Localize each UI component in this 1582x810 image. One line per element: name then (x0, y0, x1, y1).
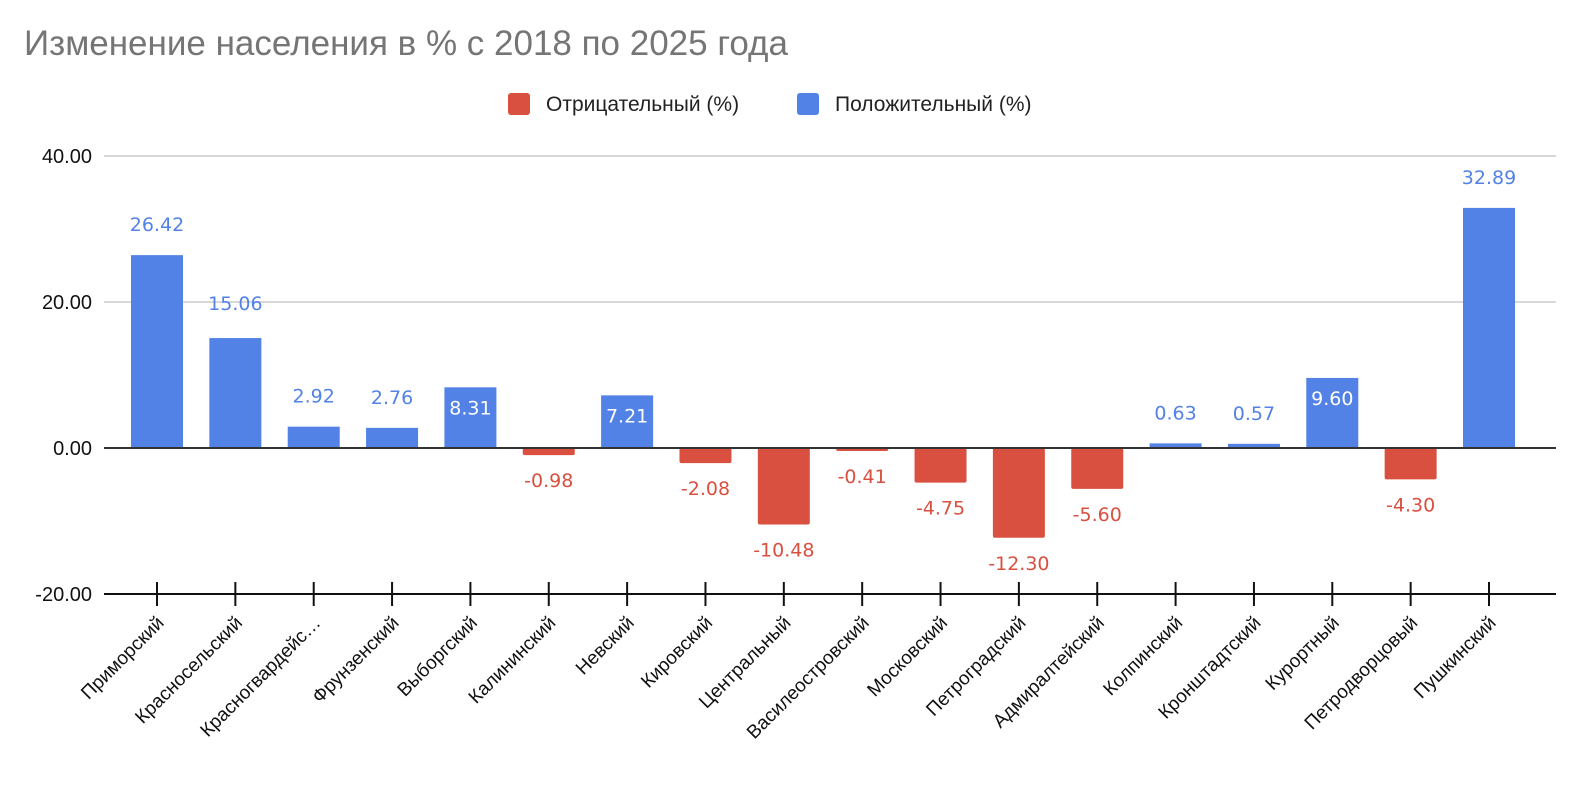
bar (679, 448, 732, 464)
data-label: -4.75 (916, 498, 965, 520)
legend: Отрицательный (%) Положительный (%) (508, 93, 1032, 116)
x-category-label: Выборгский (394, 613, 482, 701)
data-label: -10.48 (753, 540, 814, 562)
x-category-label: Колпинский (1100, 613, 1188, 701)
data-label: 26.42 (130, 214, 184, 236)
data-labels: -0.98 -2.08 -10.48 -0.41 -4.75 -12.30 -5.60 -4.… (130, 167, 1516, 575)
y-tick-label: 40.00 (42, 146, 92, 168)
data-label: 0.57 (1233, 403, 1275, 425)
bar (1306, 377, 1359, 448)
gridlines (104, 155, 1556, 303)
data-label: -0.41 (838, 466, 887, 488)
y-axis: 40.00 20.00 0.00 -20.00 (35, 146, 92, 606)
data-label: -12.30 (988, 553, 1049, 575)
bar (601, 395, 654, 448)
bar (366, 427, 419, 448)
y-tick-label: 20.00 (42, 292, 92, 314)
bar (131, 255, 183, 448)
x-category-label: Пушкинский (1410, 613, 1500, 703)
legend-swatch-positive (797, 93, 819, 115)
bar (444, 387, 497, 448)
data-label: -5.60 (1073, 504, 1122, 526)
bar (1463, 207, 1515, 448)
data-label: 2.76 (371, 387, 413, 409)
data-label: 15.06 (208, 293, 262, 315)
x-category-label: Московский (864, 613, 952, 701)
data-label: 9.60 (1311, 388, 1353, 410)
data-label: 2.92 (293, 386, 335, 408)
data-label: -0.98 (524, 470, 573, 492)
data-label: -4.30 (1386, 494, 1435, 516)
chart-title: Изменение населения в % с 2018 по 2025 г… (24, 24, 788, 63)
bar (287, 426, 340, 448)
x-category-label: Курортный (1262, 613, 1344, 695)
legend-swatch-negative (508, 93, 530, 115)
data-label: 32.89 (1462, 167, 1516, 189)
bars (131, 207, 1515, 538)
bar (209, 338, 262, 448)
y-tick-label: 0.00 (53, 438, 92, 460)
legend-label-positive: Положительный (%) (835, 93, 1032, 116)
x-axis: ПриморскийКрасносельскийКрасногвардейс…Ф… (77, 582, 1556, 743)
bar (914, 448, 967, 483)
bar (992, 448, 1045, 538)
bar (757, 448, 810, 525)
bar (1384, 448, 1437, 480)
y-tick-label: -20.00 (35, 584, 92, 606)
data-label: 7.21 (606, 405, 648, 427)
x-category-label: Невский (572, 613, 639, 680)
legend-label-negative: Отрицательный (%) (546, 93, 739, 116)
bar (1149, 443, 1202, 448)
data-label: 8.31 (449, 397, 491, 419)
bar (522, 448, 575, 456)
data-label: 0.63 (1154, 402, 1196, 424)
bar (1071, 448, 1124, 489)
x-category-label: Кировский (637, 613, 717, 693)
data-label: -2.08 (681, 478, 730, 500)
bar (1227, 443, 1280, 448)
